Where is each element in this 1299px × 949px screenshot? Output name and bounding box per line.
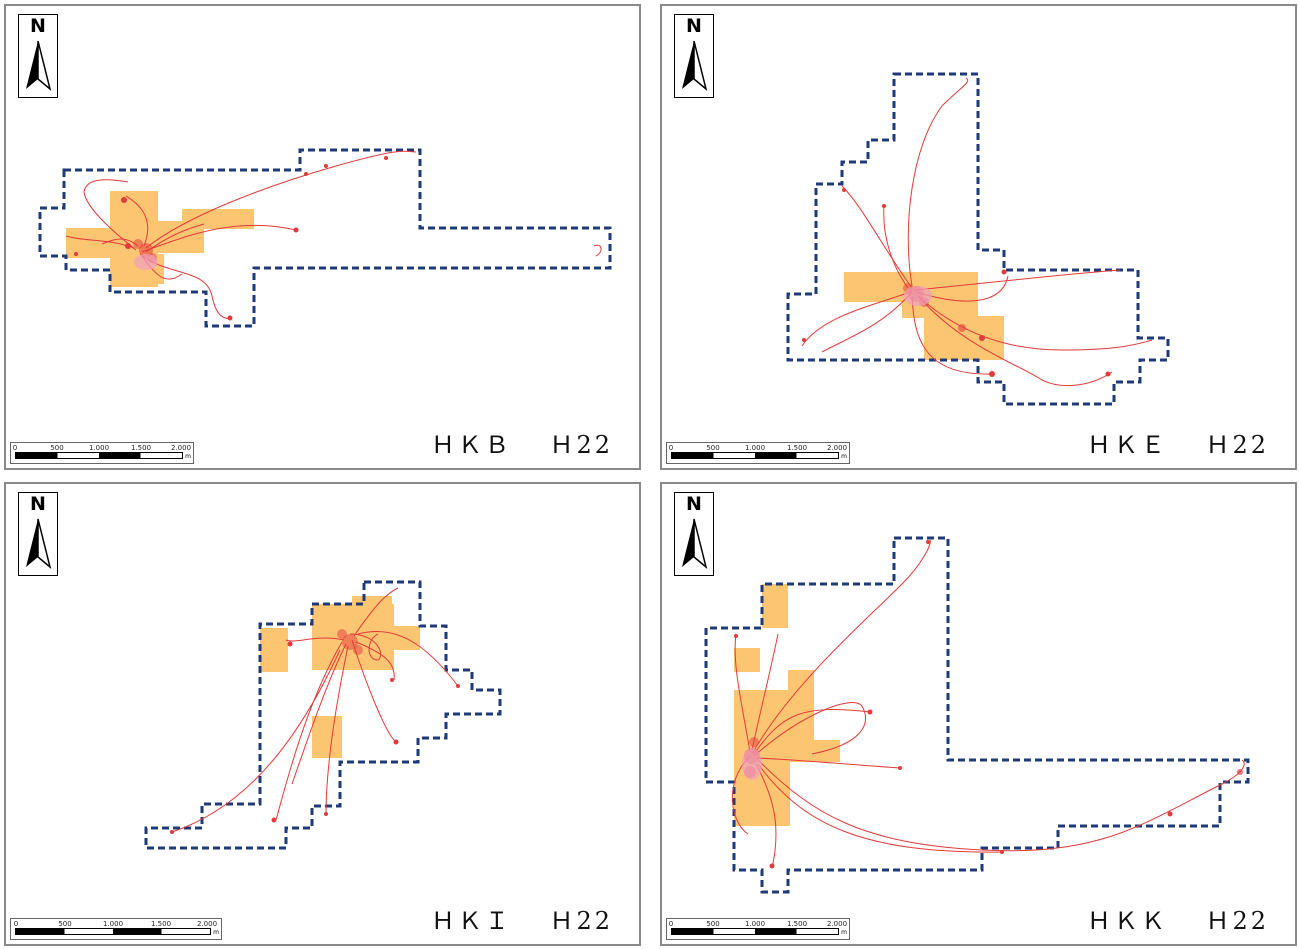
map-panel-hkk: N 0 500 1.000 1.500 2.000 m ＨＫＫ Ｈ22 (660, 482, 1297, 946)
boundary-hkk (704, 536, 1250, 894)
panel-label-hke: ＨＫＥ Ｈ22 (1086, 431, 1269, 459)
north-arrow-icon (26, 40, 52, 91)
map-panel-hke: N 0 500 1.000 1.500 2.000 m ＨＫＥ Ｈ22 (660, 4, 1297, 470)
north-arrow-hkk: N (674, 492, 714, 576)
survey-area-hkb (66, 191, 254, 287)
map-canvas-hki (144, 580, 502, 850)
panel-label-hki: ＨＫＩ Ｈ22 (430, 907, 613, 935)
map-canvas-hke (786, 72, 1170, 406)
north-arrow-hke: N (674, 14, 714, 98)
fixes-hki (170, 629, 460, 834)
map-canvas-hkk (704, 536, 1250, 894)
panel-label-hkb: ＨＫＢ Ｈ22 (430, 431, 613, 459)
north-arrow-icon (26, 518, 52, 569)
survey-area-hkk (734, 584, 840, 826)
map-panel-hkb: N 0 500 1.000 1.500 2.000 m ＨＫＢ Ｈ22 (4, 4, 641, 470)
scale-bar-hke: 0 500 1.000 1.500 2.000 m (666, 442, 850, 464)
scale-bar-hkb: 0 500 1.000 1.500 2.000 m (10, 442, 194, 464)
dense-cluster-hkk (742, 748, 762, 780)
tracks-hke (801, 77, 1153, 386)
north-arrow-icon (682, 518, 708, 569)
north-arrow-icon (682, 40, 708, 91)
north-arrow-hkb: N (18, 14, 58, 98)
scale-bar-hki: 0 500 1.000 1.500 2.000 m (10, 918, 222, 940)
boundary-hkb (38, 148, 612, 328)
map-panel-hki: N 0 500 1.000 1.500 2.000 m ＨＫＩ Ｈ22 (4, 482, 641, 946)
map-canvas-hkb (38, 148, 612, 328)
scale-bar-hkk: 0 500 1.000 1.500 2.000 m (666, 918, 850, 940)
dense-cluster-hke (904, 286, 932, 306)
survey-area-hki (260, 596, 420, 758)
north-arrow-hki: N (18, 492, 58, 576)
panel-label-hkk: ＨＫＫ Ｈ22 (1086, 907, 1269, 935)
dense-cluster-hkb (134, 254, 158, 270)
